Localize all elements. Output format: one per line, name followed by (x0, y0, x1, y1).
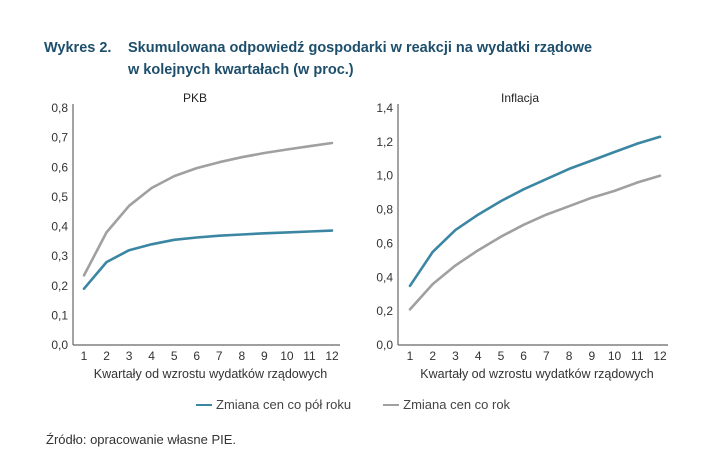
y-tick-label: 0,2 (51, 279, 68, 293)
source-note: Źródło: opracowanie własne PIE. (46, 432, 237, 447)
x-tick-label: 1 (81, 349, 88, 363)
x-tick-label: 7 (216, 349, 223, 363)
x-tick-label: 12 (653, 349, 667, 363)
chart-title: Inflacja (501, 91, 539, 105)
y-tick-label: 0,8 (51, 101, 68, 115)
x-tick-label: 5 (498, 349, 505, 363)
x-tick-label: 4 (148, 349, 155, 363)
series-line-half-year (82, 229, 334, 291)
legend-item-year: Zmiana cen co rok (383, 397, 510, 412)
y-tick-label: 1,4 (376, 101, 393, 115)
x-tick-label: 3 (452, 349, 459, 363)
x-tick-label: 4 (475, 349, 482, 363)
legend-swatch-gray (383, 403, 400, 406)
x-tick-label: 6 (520, 349, 527, 363)
y-tick-label: 0,7 (51, 131, 68, 145)
y-tick-label: 0,6 (51, 160, 68, 174)
x-tick-label: 9 (261, 349, 268, 363)
y-tick-label: 0,4 (376, 270, 393, 284)
y-tick-label: 0,0 (376, 338, 393, 352)
x-tick-label: 6 (193, 349, 200, 363)
x-tick-label: 5 (171, 349, 178, 363)
legend-label: Zmiana cen co rok (403, 397, 511, 412)
y-tick-label: 1,0 (376, 169, 393, 183)
legend-swatch-blue (196, 403, 212, 406)
x-tick-label: 12 (325, 349, 339, 363)
x-tick-label: 9 (588, 349, 595, 363)
chart-title: PKB (183, 91, 207, 105)
y-tick-label: 1,2 (376, 135, 393, 149)
x-tick-label: 10 (608, 349, 622, 363)
y-tick-label: 0,4 (51, 220, 68, 234)
y-tick-label: 0,5 (51, 190, 68, 204)
x-tick-label: 3 (126, 349, 133, 363)
series-line-year (408, 174, 662, 311)
y-tick-label: 0,2 (376, 304, 393, 318)
legend-label: Zmiana cen co pół roku (216, 397, 352, 412)
series-line-year (82, 141, 334, 277)
figure-title-line-1: Skumulowana odpowiedź gospodarki w reakc… (128, 40, 593, 56)
y-tick-label: 0,8 (376, 203, 393, 217)
x-tick-label: 11 (303, 349, 316, 363)
x-tick-label: 7 (543, 349, 550, 363)
x-tick-label: 8 (566, 349, 573, 363)
y-tick-label: 0,1 (51, 308, 68, 322)
x-tick-label: 2 (429, 349, 436, 363)
series-line-half-year (408, 135, 662, 288)
x-tick-label: 11 (631, 349, 644, 363)
y-tick-label: 0,3 (51, 249, 68, 263)
y-tick-label: 0,6 (376, 236, 393, 250)
y-tick-label: 0,0 (51, 338, 68, 352)
figure-title-line-2: w kolejnych kwartałach (w proc.) (128, 62, 354, 78)
legend-item-half-year: Zmiana cen co pół roku (196, 397, 351, 412)
x-tick-label: 8 (238, 349, 245, 363)
x-axis-label: Kwartały od wzrostu wydatków rządowych (420, 367, 653, 381)
x-tick-label: 2 (103, 349, 110, 363)
x-tick-label: 10 (280, 349, 294, 363)
legend: Zmiana cen co pół roku Zmiana cen co rok (196, 397, 510, 412)
x-tick-label: 1 (407, 349, 414, 363)
figure-number: Wykres 2. (44, 40, 112, 56)
x-axis-label: Kwartały od wzrostu wydatków rządowych (94, 367, 327, 381)
